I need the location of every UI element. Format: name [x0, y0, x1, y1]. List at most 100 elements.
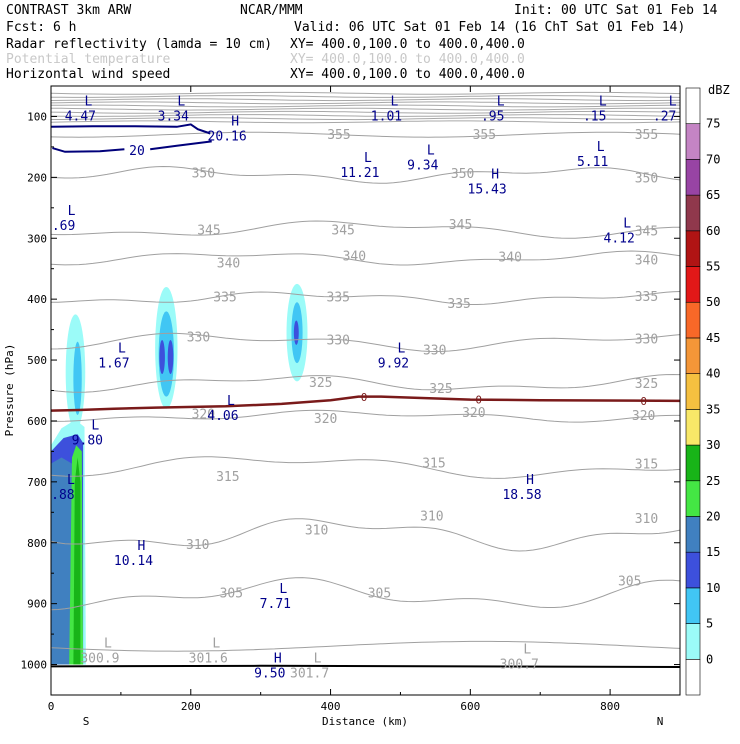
extremum-value: 301.7: [290, 667, 329, 682]
reflectivity-core-mid-a: [159, 339, 165, 375]
x-endpoint-left: S: [83, 715, 90, 728]
colorbar-swatch: [685, 230, 701, 267]
theta-contour-label: 320: [314, 412, 337, 427]
colorbar-level-label: 45: [706, 331, 720, 345]
extremum-value: 7.71: [260, 597, 291, 612]
wind-speed-contours: 20: [50, 123, 212, 159]
wind-contour-line: [52, 147, 125, 153]
axes: 0 200 400 600 800100200300400500600700800900…: [21, 86, 680, 713]
colorbar-swatch: [685, 266, 701, 303]
high-marker: H: [526, 473, 534, 488]
header-forecast-hour: Fcst: 6 h: [6, 20, 76, 35]
theta-contour-line: [50, 518, 681, 552]
colorbar-level-label: 5: [706, 617, 713, 631]
extremum-value: 300.7: [500, 657, 539, 672]
low-marker: L: [669, 94, 677, 109]
theta-contour-label: 330: [187, 330, 210, 345]
colorbar-swatch: [685, 87, 701, 125]
extremum-value: 9.80: [72, 433, 103, 448]
y-axis-label: Pressure (hPa): [3, 344, 16, 437]
header-valid-time: Valid: 06 UTC Sat 01 Feb 14 (16 ChT Sat …: [294, 20, 685, 35]
x-tick-label: 800: [600, 700, 620, 713]
high-marker: H: [138, 539, 146, 554]
y-tick-label: 1000: [21, 659, 48, 672]
low-marker: L: [398, 342, 406, 357]
theta-contour-line: [50, 332, 681, 353]
theta-contour-label: 355: [635, 128, 658, 143]
colorbar-swatch: [685, 123, 701, 160]
extremum-value: 18.58: [502, 488, 541, 503]
low-marker: L: [91, 418, 99, 433]
low-marker: L: [118, 342, 126, 357]
theta-contour-label: 305: [368, 587, 391, 602]
colorbar-swatch: [685, 587, 701, 624]
low-marker: L: [227, 394, 235, 409]
theta-contour-label: 350: [451, 167, 474, 182]
surface-line: [50, 664, 681, 668]
theta-contour-label: 315: [422, 456, 445, 471]
theta-contour-label: 310: [420, 509, 443, 524]
colorbar-swatch: [685, 444, 701, 482]
colorbar-level-label: 15: [706, 545, 720, 559]
x-tick-label: 0: [48, 700, 55, 713]
reflectivity-core-right: [293, 320, 299, 345]
theta-contour-label: 335: [635, 290, 658, 305]
theta-contour-line-upper: [51, 117, 680, 121]
extremum-value: 9.92: [378, 357, 409, 372]
theta-contour-label: 310: [635, 512, 658, 527]
y-tick-label: 600: [27, 415, 47, 428]
colorbar-level-label: 55: [706, 260, 720, 274]
colorbar-level-label: 25: [706, 474, 720, 488]
theta-contour-label: 335: [327, 291, 350, 306]
theta-contour-line-upper: [50, 120, 681, 124]
reflectivity-area-30dbz: [73, 457, 81, 665]
header-field-wind: Horizontal wind speed: [6, 67, 170, 82]
x-tick-label: 200: [181, 700, 201, 713]
theta-contour-line-upper: [50, 91, 681, 95]
low-marker: L: [104, 636, 112, 651]
y-tick-label: 900: [27, 598, 47, 611]
theta-contour-line: [50, 291, 681, 305]
extremum-value: 5.11: [577, 155, 608, 170]
theta-contour-line: [50, 131, 681, 138]
extremum-value: .95: [481, 109, 504, 124]
low-marker: L: [67, 473, 75, 488]
reflectivity-plume-left-10dbz: [73, 341, 82, 415]
colorbar-level-label: 10: [706, 581, 720, 595]
colorbar-swatch: [685, 551, 701, 589]
theta-contour-label: 325: [309, 376, 332, 391]
colorbar-unit: dBZ: [708, 83, 730, 97]
y-tick-label: 100: [27, 110, 47, 123]
theta-contour-label: 325: [635, 377, 658, 392]
theta-contour-label: 340: [635, 254, 658, 269]
high-marker: H: [491, 167, 499, 182]
colorbar-level-label: 75: [706, 117, 720, 131]
theta-contour-line-upper: [50, 104, 681, 108]
colorbar-level-label: 35: [706, 402, 720, 416]
x-tick-label: 600: [460, 700, 480, 713]
theta-contour-label: 320: [462, 406, 485, 421]
extremum-value: 9.50: [254, 667, 285, 682]
theta-contour-label: 355: [327, 128, 350, 143]
extremum-value: 15.43: [468, 182, 507, 197]
header-xy-reflectivity: XY= 400.0,100.0 to 400.0,400.0: [290, 37, 525, 52]
header-field-theta: Potential temperature: [6, 52, 171, 67]
colorbar-swatch: [685, 194, 701, 232]
header-field-reflectivity: Radar reflectivity (lamda = 10 cm): [6, 37, 272, 52]
theta-contour-line: [51, 409, 680, 423]
reflectivity-plume-mid-10dbz: [158, 311, 175, 397]
colorbar-level-label: 20: [706, 509, 720, 523]
theta-contour-line: [50, 250, 681, 266]
theta-contour-label: 345: [331, 224, 354, 239]
low-marker: L: [427, 144, 435, 159]
colorbar-level-label: 50: [706, 295, 720, 309]
theta-contour-line-upper: [50, 98, 681, 102]
colorbar-swatch: [685, 337, 701, 374]
extremum-value: 3.34: [158, 109, 189, 124]
theta-contour-label: 315: [635, 458, 658, 473]
theta-contour-line: [50, 640, 681, 652]
theta-contour-line-upper: [51, 107, 681, 111]
wind-contour-label: 20: [129, 144, 145, 159]
colorbar-level-label: 0: [706, 652, 713, 666]
theta-contour-line: [50, 456, 681, 479]
